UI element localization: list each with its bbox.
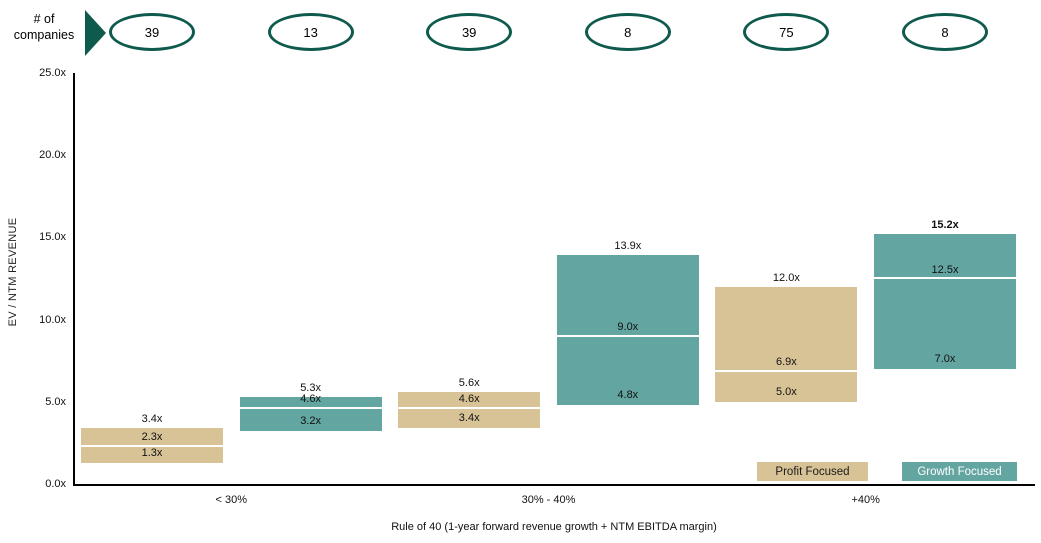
range-bar: [556, 255, 699, 406]
y-tick-label: 10.0x: [39, 313, 66, 326]
y-tick-label: 5.0x: [45, 395, 66, 408]
bar-min-label: 3.2x: [300, 415, 321, 428]
bar-min-label: 7.0x: [934, 352, 956, 365]
y-tick-label: 0.0x: [45, 478, 66, 490]
y-tick-label: 20.0x: [39, 149, 66, 162]
median-line: [81, 445, 223, 448]
bar-min-label: 4.8x: [617, 389, 639, 402]
x-category-label: 30% - 40%: [521, 494, 576, 506]
company-count-badge: 75: [743, 13, 830, 51]
bar-min-label: 1.3x: [141, 446, 163, 459]
company-count-badge: 39: [426, 13, 513, 51]
y-axis-title: EV / NTM REVENUE: [7, 217, 19, 327]
bar-max-label: 15.2x: [931, 219, 959, 232]
arrow-right-icon: [85, 10, 106, 56]
legend-item: Growth Focused: [902, 462, 1017, 481]
y-tick-label: 25.0x: [39, 67, 66, 79]
company-count-badge: 13: [267, 13, 354, 51]
bar-min-label: 5.0x: [775, 385, 797, 398]
bar-median-label: 4.6x: [300, 393, 321, 406]
range-bar: [398, 391, 541, 429]
bar-max-label: 13.9x: [614, 240, 642, 253]
x-category-label: +40%: [851, 494, 880, 506]
company-count-badge: 8: [902, 13, 988, 51]
bar-median-label: 2.3x: [141, 431, 163, 444]
legend-item: Profit Focused: [757, 462, 868, 481]
median-line: [239, 407, 382, 410]
company-count-badge: 39: [109, 13, 195, 51]
range-bar: [715, 286, 858, 402]
bar-median-label: 9.0x: [617, 321, 639, 334]
company-count-badge: 8: [584, 13, 671, 51]
bar-min-label: 3.4x: [458, 412, 480, 425]
x-axis-title: Rule of 40 (1-year forward revenue growt…: [391, 521, 717, 533]
bar-median-label: 12.5x: [931, 263, 959, 276]
range-bar: [874, 234, 1016, 369]
y-tick-label: 15.0x: [39, 231, 66, 244]
range-bar: [239, 396, 382, 432]
median-line: [556, 335, 699, 338]
x-axis-line: [73, 484, 1035, 486]
companies-count-label: # of companies: [13, 12, 75, 43]
bar-median-label: 4.6x: [458, 393, 480, 406]
bar-max-label: 3.4x: [141, 413, 163, 426]
range-bar: [81, 428, 223, 463]
bar-max-label: 5.3x: [300, 381, 321, 394]
bar-max-label: 12.0x: [772, 271, 800, 284]
y-axis-line: [73, 73, 75, 486]
median-line: [874, 277, 1016, 280]
median-line: [398, 407, 541, 410]
median-line: [715, 369, 858, 372]
x-category-label: < 30%: [215, 494, 248, 506]
bar-max-label: 5.6x: [458, 376, 480, 389]
bar-median-label: 6.9x: [775, 355, 797, 368]
